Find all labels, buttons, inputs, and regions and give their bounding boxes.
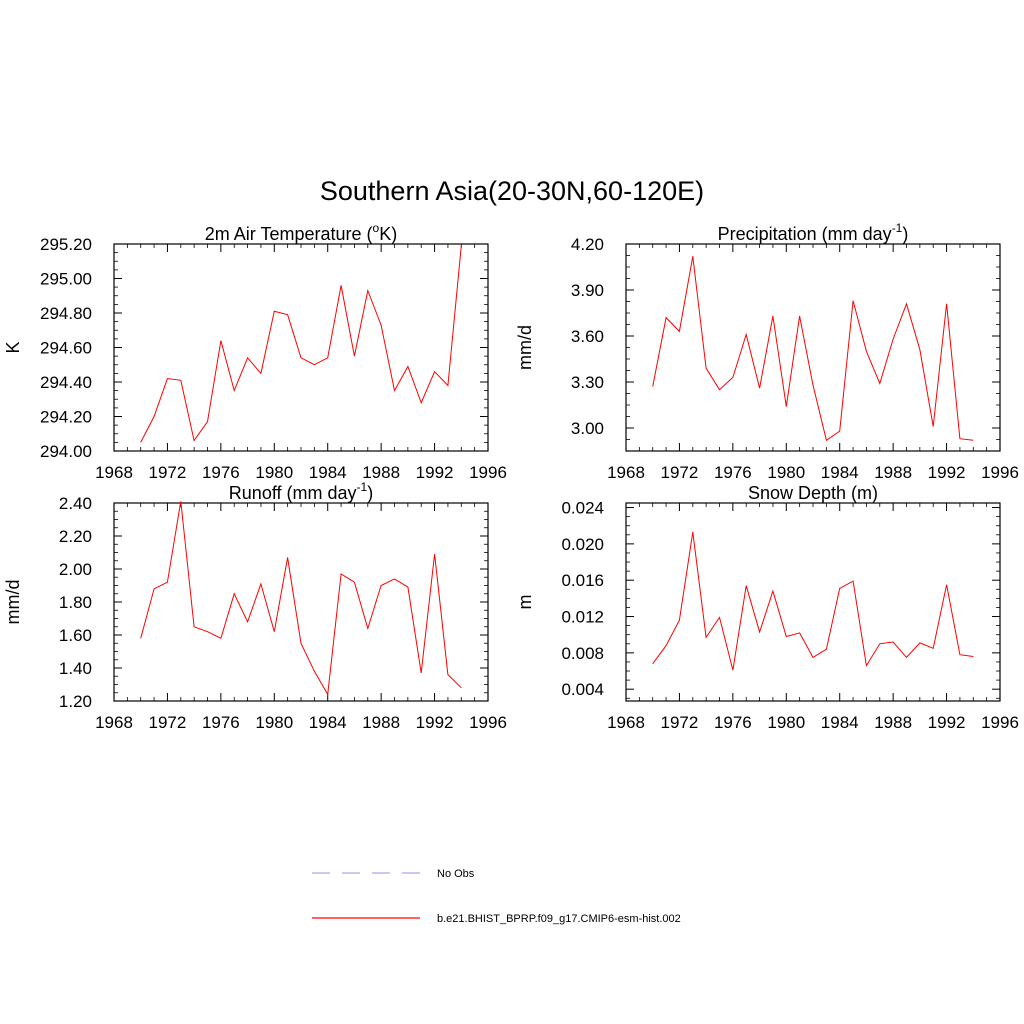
y-tick-label: 3.30 <box>571 373 604 392</box>
panel-title: 2m Air Temperature (oK) <box>205 221 397 244</box>
y-tick-label: 294.60 <box>40 339 92 358</box>
y-tick-label: 3.00 <box>571 419 604 438</box>
x-tick-label: 1972 <box>149 713 187 732</box>
x-tick-label: 1984 <box>309 713 347 732</box>
x-tick-label: 1996 <box>981 713 1019 732</box>
x-tick-label: 1984 <box>821 463 859 482</box>
x-tick-label: 1988 <box>362 463 400 482</box>
y-tick-label: 0.016 <box>561 571 604 590</box>
y-tick-label: 1.80 <box>59 593 92 612</box>
plot-frame <box>113 502 489 702</box>
legend-label-model: b.e21.BHIST_BPRP.f09_g17.CMIP6-esm-hist.… <box>437 913 681 925</box>
x-tick-label: 1980 <box>767 463 805 482</box>
panel-title-superscript: -1 <box>357 480 368 494</box>
x-tick-label: 1996 <box>469 713 507 732</box>
y-tick-label: 0.012 <box>561 608 604 627</box>
y-tick-label: 295.00 <box>40 270 92 289</box>
panel-title-text: Runoff (mm day <box>229 483 357 503</box>
y-tick-label: 3.90 <box>571 281 604 300</box>
panel-title: Snow Depth (m) <box>748 483 878 503</box>
x-tick-label: 1988 <box>362 713 400 732</box>
x-tick-label: 1996 <box>469 463 507 482</box>
panel-1: 2m Air Temperature (oK) K 1968 1972 1976 1980… <box>3 221 507 482</box>
y-axis-label: m <box>515 595 535 610</box>
panel-title-text: 2m Air Temperature ( <box>205 224 373 244</box>
y-tick-label: 3.60 <box>571 327 604 346</box>
panel-title-suffix: K) <box>379 224 397 244</box>
y-tick-label: 0.024 <box>561 499 604 518</box>
panels: 2m Air Temperature (oK) K 1968 1972 1976 1980… <box>3 221 1019 732</box>
plot-frame <box>113 243 489 452</box>
x-tick-label: 1992 <box>416 713 454 732</box>
y-tick-label: 294.80 <box>40 304 92 323</box>
panel-title-suffix: ) <box>902 224 908 244</box>
series-line <box>140 501 462 696</box>
y-tick-label: 294.20 <box>40 408 92 427</box>
x-tick-label: 1980 <box>255 463 293 482</box>
x-tick-label: 1984 <box>309 463 347 482</box>
x-tick-label: 1968 <box>95 463 133 482</box>
y-tick-label: 0.004 <box>561 680 604 699</box>
y-axis-label: K <box>3 341 23 353</box>
y-axis-label: mm/d <box>3 580 23 625</box>
panel-title-superscript: -1 <box>892 221 903 235</box>
y-tick-label: 295.20 <box>40 235 92 254</box>
x-tick-label: 1968 <box>95 713 133 732</box>
x-tick-label: 1972 <box>661 463 699 482</box>
y-tick-label: 2.00 <box>59 560 92 579</box>
x-tick-label: 1976 <box>202 713 240 732</box>
panel-title-text: Snow Depth (m) <box>748 483 878 503</box>
x-tick-label: 1968 <box>607 713 645 732</box>
y-tick-label: 0.020 <box>561 535 604 554</box>
series-line <box>652 256 974 442</box>
legend-label-no-obs: No Obs <box>437 868 475 880</box>
x-tick-label: 1980 <box>767 713 805 732</box>
x-tick-label: 1988 <box>874 463 912 482</box>
panel-3: Runoff (mm day-1) mm/d 1968 1972 1976 1980 198… <box>3 480 507 732</box>
y-tick-label: 4.20 <box>571 235 604 254</box>
y-tick-label: 1.60 <box>59 626 92 645</box>
panel-title: Runoff (mm day-1) <box>229 480 373 503</box>
x-tick-label: 1976 <box>714 713 752 732</box>
figure-title: Southern Asia(20-30N,60-120E) <box>320 176 704 206</box>
series-line <box>652 532 974 671</box>
panel-4: Snow Depth (m) m 1968 1972 1976 1980 1984 1988 1… <box>515 483 1019 732</box>
y-tick-label: 294.00 <box>40 442 92 461</box>
x-tick-label: 1976 <box>202 463 240 482</box>
y-tick-label: 1.40 <box>59 659 92 678</box>
x-tick-label: 1976 <box>714 463 752 482</box>
y-axis-label: mm/d <box>515 325 535 370</box>
panel-title-suffix: ) <box>367 483 373 503</box>
y-tick-label: 2.40 <box>59 494 92 513</box>
x-tick-label: 1988 <box>874 713 912 732</box>
panel-2: Precipitation (mm day-1) mm/d 1968 1972 1976… <box>515 221 1019 482</box>
x-tick-label: 1992 <box>928 713 966 732</box>
panel-title: Precipitation (mm day-1) <box>718 221 909 244</box>
y-tick-label: 0.008 <box>561 644 604 663</box>
legend: No Obs b.e21.BHIST_BPRP.f09_g17.CMIP6-es… <box>312 868 681 925</box>
x-tick-label: 1972 <box>661 713 699 732</box>
x-tick-label: 1984 <box>821 713 859 732</box>
x-tick-label: 1992 <box>928 463 966 482</box>
x-tick-label: 1972 <box>149 463 187 482</box>
x-tick-label: 1968 <box>607 463 645 482</box>
y-tick-label: 2.20 <box>59 527 92 546</box>
y-tick-label: 1.20 <box>59 692 92 711</box>
plot-frame <box>625 243 1001 452</box>
x-tick-label: 1996 <box>981 463 1019 482</box>
series-line <box>140 245 462 443</box>
y-tick-label: 294.40 <box>40 373 92 392</box>
panel-title-superscript: o <box>373 221 380 235</box>
panel-title-text: Precipitation (mm day <box>718 224 892 244</box>
x-tick-label: 1980 <box>255 713 293 732</box>
x-tick-label: 1992 <box>416 463 454 482</box>
